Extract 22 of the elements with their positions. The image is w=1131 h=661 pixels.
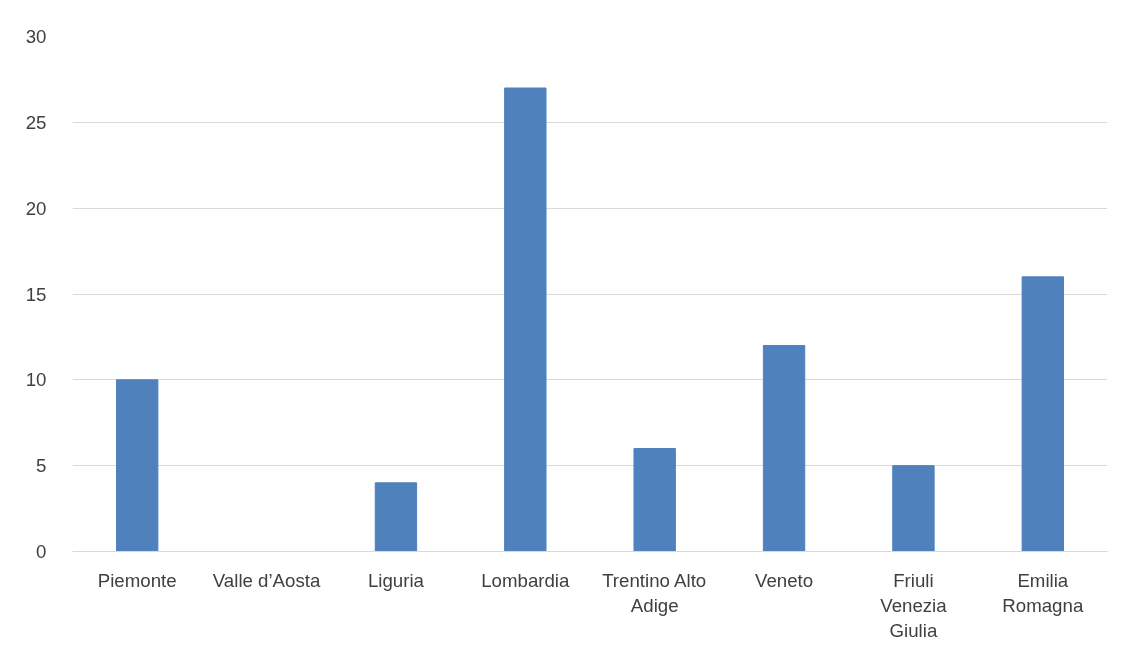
bar [633,448,676,552]
x-tick-label: Veneto [755,569,814,591]
x-tick-label: Liguria [367,569,425,591]
y-tick-label: 10 [25,369,47,391]
y-tick-label: 15 [25,283,47,305]
y-tick-label: 20 [25,197,47,219]
bar [892,465,935,552]
y-tick-label: 30 [25,26,47,47]
x-tick-label: Lombardia [481,569,571,591]
y-tick-label: 5 [36,455,47,477]
x-tick-label: Friuli Venezia Giulia [880,569,948,641]
y-tick-label: 25 [25,111,47,133]
bar [762,345,806,552]
x-tick-label: Valle d’Aosta [212,569,321,591]
bar [504,87,547,552]
x-tick-label: Piemonte [97,569,177,591]
x-tick-label: Trentino Alto Adige [602,569,707,616]
bar [1021,276,1065,552]
bar [115,379,159,552]
bar [374,482,418,552]
x-tick-label: Emilia Romagna [1002,569,1084,616]
y-tick-label: 0 [36,541,47,562]
